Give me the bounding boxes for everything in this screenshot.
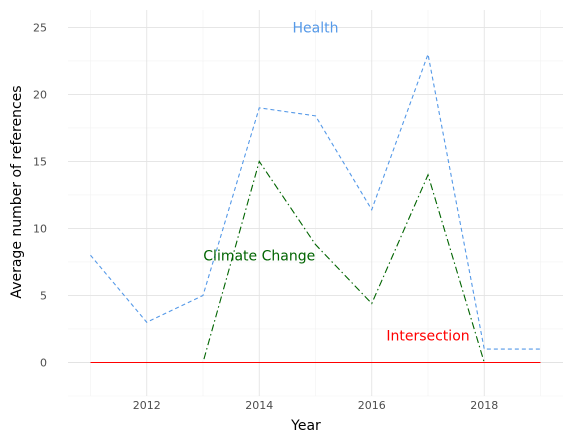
x-axis-title: Year [290, 418, 321, 434]
y-tick-label: 25 [33, 21, 47, 34]
x-tick-label: 2016 [358, 399, 386, 412]
series-labels: Health Climate Change Intersection [203, 20, 469, 344]
series-line-health [90, 52, 541, 350]
series-lines [90, 52, 541, 364]
major-gridlines [68, 10, 563, 396]
y-tick-label: 5 [40, 289, 47, 302]
series-label-intersection: Intersection [386, 329, 469, 345]
x-tick-label: 2014 [245, 399, 273, 412]
minor-gridlines [68, 10, 563, 397]
y-tick-label: 15 [33, 155, 47, 168]
y-tick-label: 0 [40, 356, 47, 369]
y-axis-title: Average number of references [9, 85, 25, 298]
series-label-climate-change: Climate Change [203, 248, 315, 264]
y-tick-label: 10 [33, 222, 47, 235]
x-tick-label: 2012 [133, 399, 161, 412]
y-tick-label: 20 [33, 88, 47, 101]
x-tick-label: 2018 [470, 399, 498, 412]
series-label-health: Health [293, 20, 339, 36]
y-tick-labels: 0 5 10 15 20 25 [33, 21, 47, 369]
x-tick-labels: 2012 2014 2016 2018 [133, 399, 499, 412]
